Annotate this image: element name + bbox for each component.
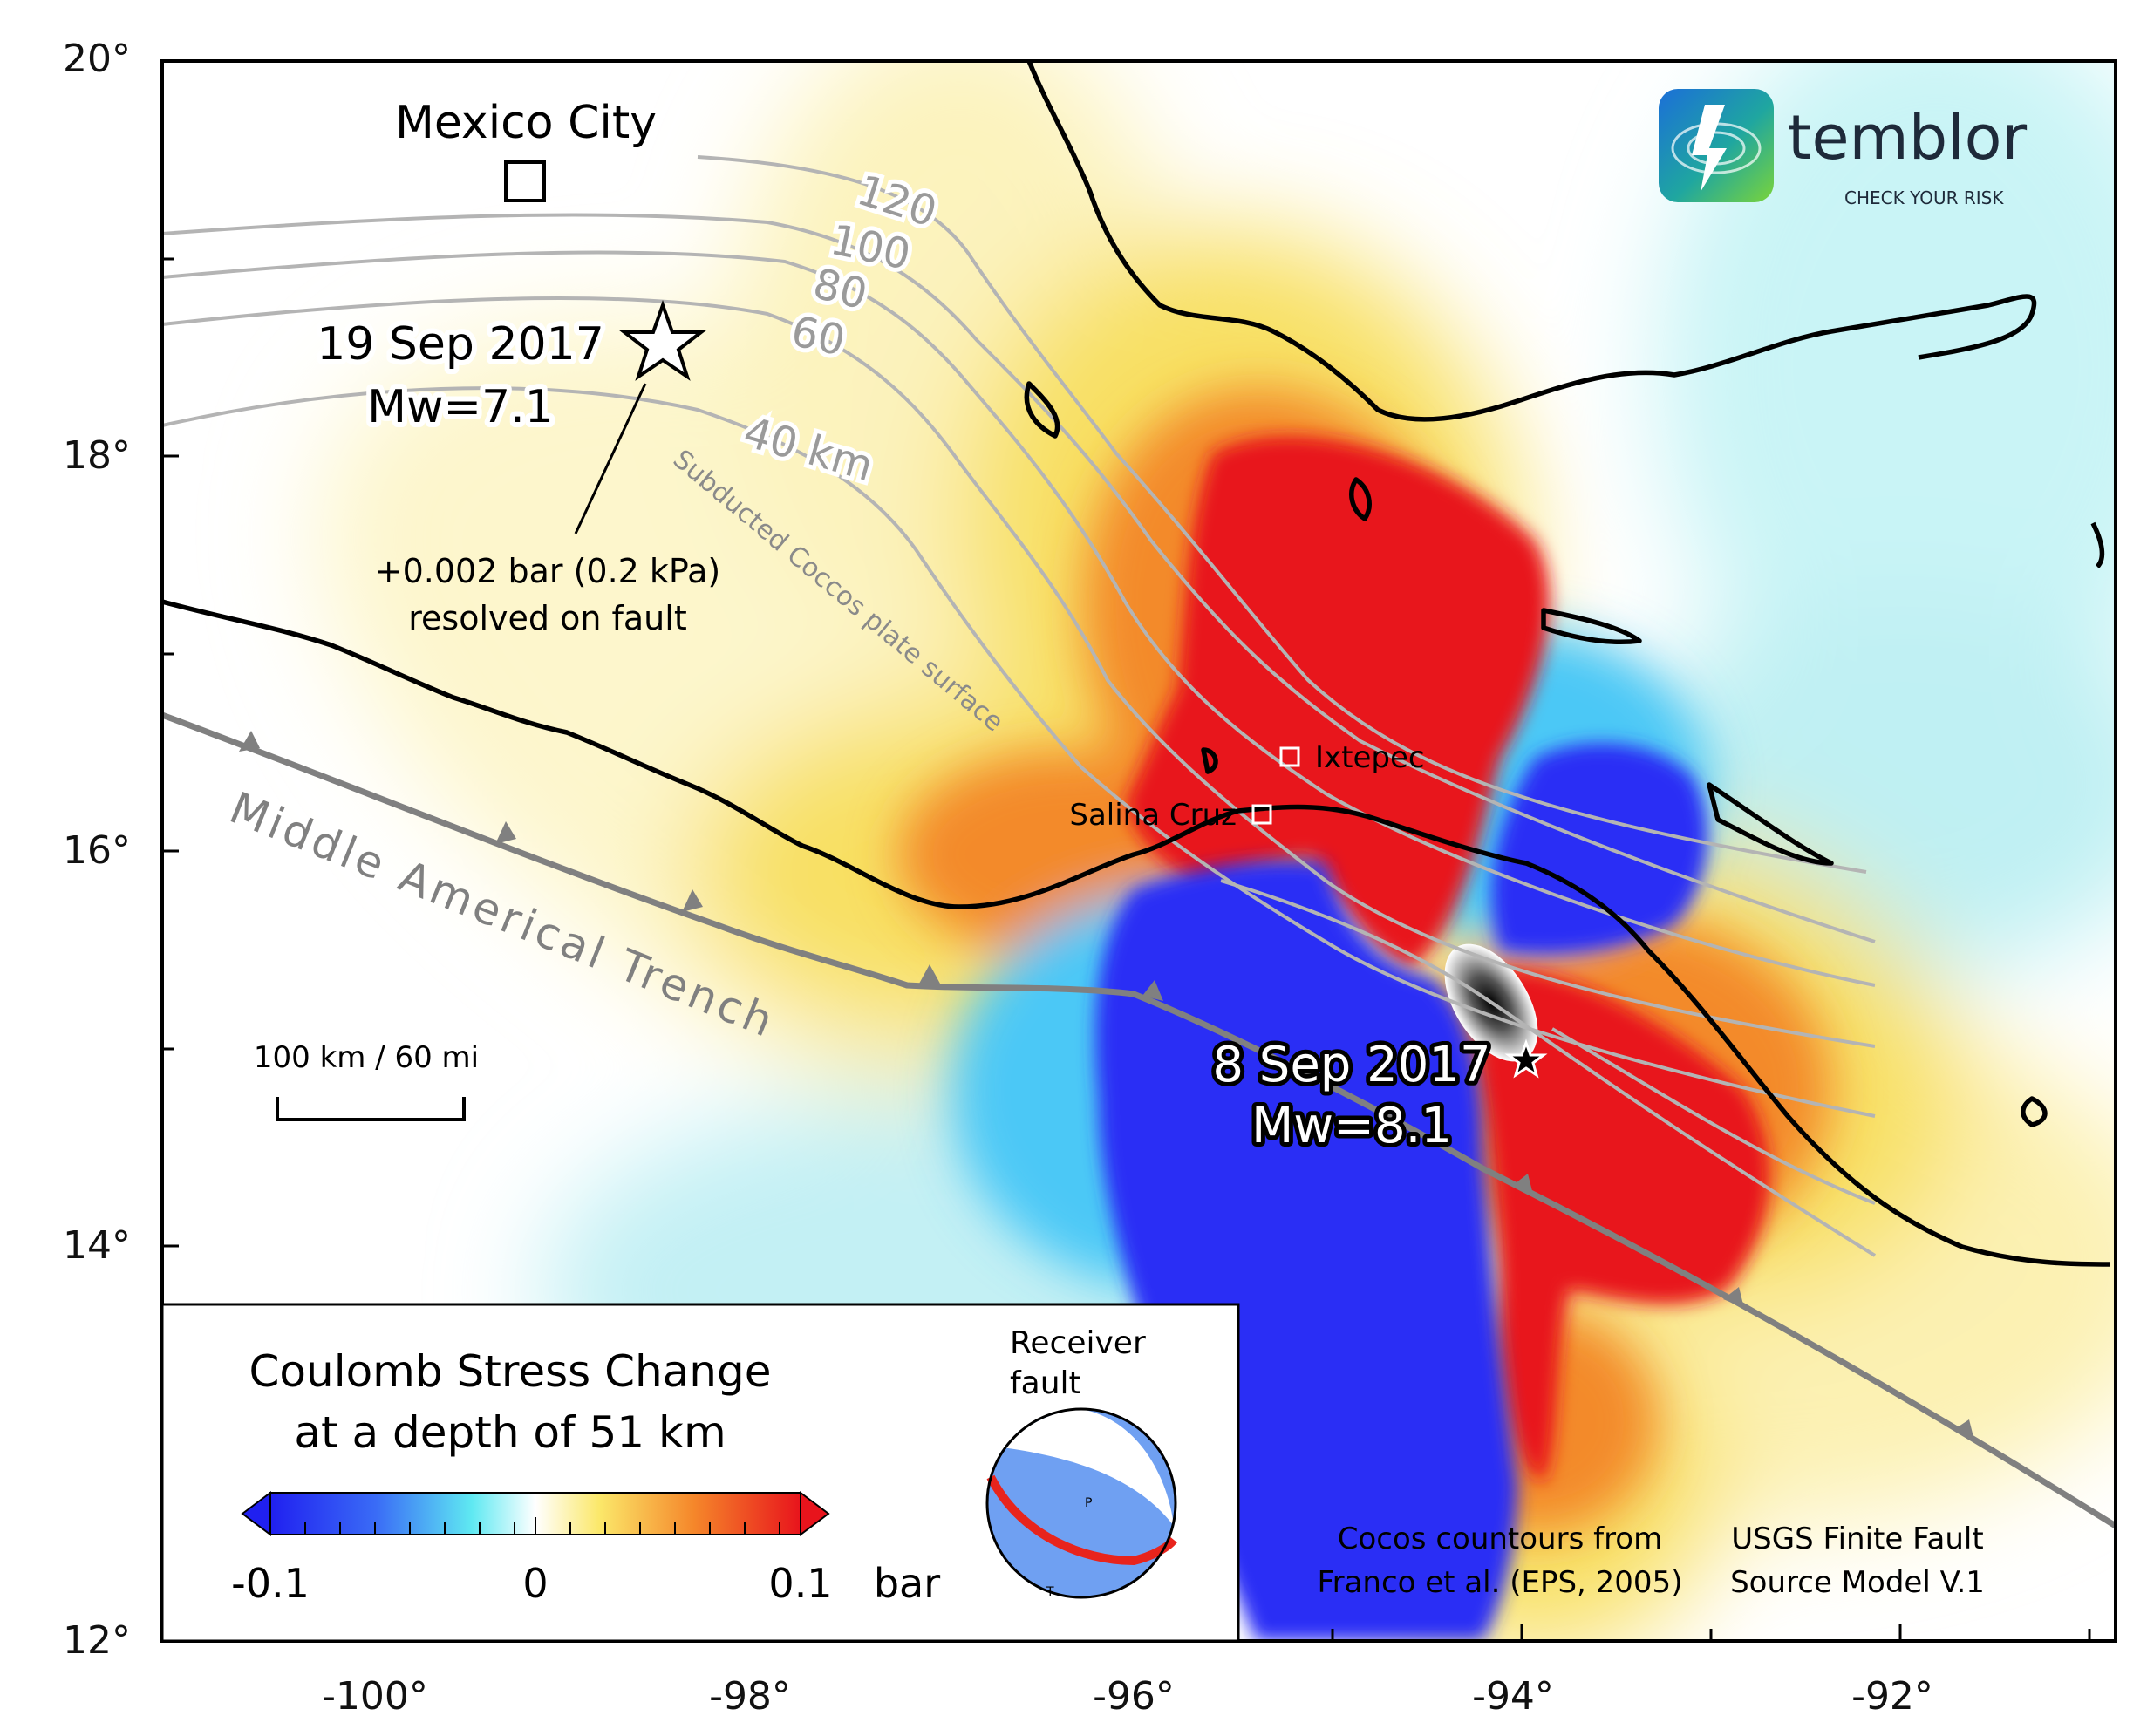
usgs-credit-line1: USGS Finite Fault (1731, 1522, 1983, 1556)
colorbar-unit-label: bar (874, 1560, 940, 1607)
lat-label-14: 14° (63, 1223, 131, 1268)
lon-label-94: -94° (1472, 1674, 1554, 1719)
colorbar-mid-label: 0 (522, 1560, 548, 1607)
lon-label-92: -92° (1851, 1674, 1933, 1719)
receiver-label-line1: Receiver (1010, 1325, 1146, 1361)
sep8-magnitude: Mw=8.1 (1251, 1098, 1452, 1154)
sep19-epicenter-star-icon (619, 300, 706, 381)
mexico-city-marker (504, 160, 546, 202)
temblor-logo: temblor CHECK YOUR RISK (1659, 89, 2027, 208)
legend: Coulomb Stress Change at a depth of 51 k… (160, 1303, 1240, 1643)
cocos-credit-line2: Franco et al. (EPS, 2005) (1318, 1565, 1683, 1600)
coastlines (162, 61, 2111, 1267)
colorbar-max-label: 0.1 (768, 1560, 832, 1607)
lat-label-18: 18° (63, 433, 131, 478)
ixtepec-marker (1279, 746, 1300, 767)
stress-note-line2: resolved on fault (408, 599, 686, 637)
receiver-label-line2: fault (1010, 1365, 1081, 1401)
colorbar-min-label: -0.1 (231, 1560, 310, 1607)
mexico-city-label: Mexico City (395, 97, 657, 149)
latitude-labels: 20° 18° 16° 14° 12° (63, 37, 131, 1663)
ixtepec-label: Ixtepec (1315, 740, 1425, 775)
lon-label-100: -100° (322, 1674, 428, 1719)
lon-label-98: -98° (709, 1674, 791, 1719)
focal-mechanism-icon: P T (985, 1407, 1177, 1599)
lat-label-16: 16° (63, 828, 131, 873)
lon-label-96: -96° (1093, 1674, 1175, 1719)
cocos-credit-line1: Cocos countours from (1338, 1522, 1662, 1556)
credits: Cocos countours from Franco et al. (EPS,… (1318, 1522, 1985, 1600)
middle-american-trench (162, 711, 2116, 1528)
longitude-labels: -100° -98° -96° -94° -92° (322, 1674, 1933, 1719)
scale-bar-label: 100 km / 60 mi (254, 1040, 479, 1075)
stress-note-line1: +0.002 bar (0.2 kPa) (375, 552, 720, 590)
lat-label-12: 12° (63, 1618, 131, 1663)
legend-title-line1: Coulomb Stress Change (249, 1346, 772, 1397)
t-axis-label: T (1046, 1585, 1054, 1599)
sep8-epicenter-star-icon (1504, 1038, 1548, 1079)
sep19-date: 19 Sep 2017 (317, 318, 604, 371)
depth-contours (162, 155, 1877, 1257)
logo-wordmark: temblor (1788, 102, 2027, 174)
legend-title-line2: at a depth of 51 km (294, 1407, 726, 1458)
colorbar (241, 1491, 830, 1536)
logo-tagline: CHECK YOUR RISK (1844, 187, 2004, 208)
usgs-credit-line2: Source Model V.1 (1730, 1565, 1985, 1600)
sep19-magnitude: Mw=7.1 (367, 381, 554, 433)
salina-cruz-marker (1251, 804, 1272, 825)
p-axis-label: P (1085, 1496, 1092, 1510)
lat-label-20: 20° (63, 37, 131, 81)
scale-bar: 100 km / 60 mi (254, 1040, 479, 1121)
salina-cruz-label: Salina Cruz (1069, 798, 1237, 833)
sep8-date: 8 Sep 2017 (1212, 1037, 1490, 1093)
